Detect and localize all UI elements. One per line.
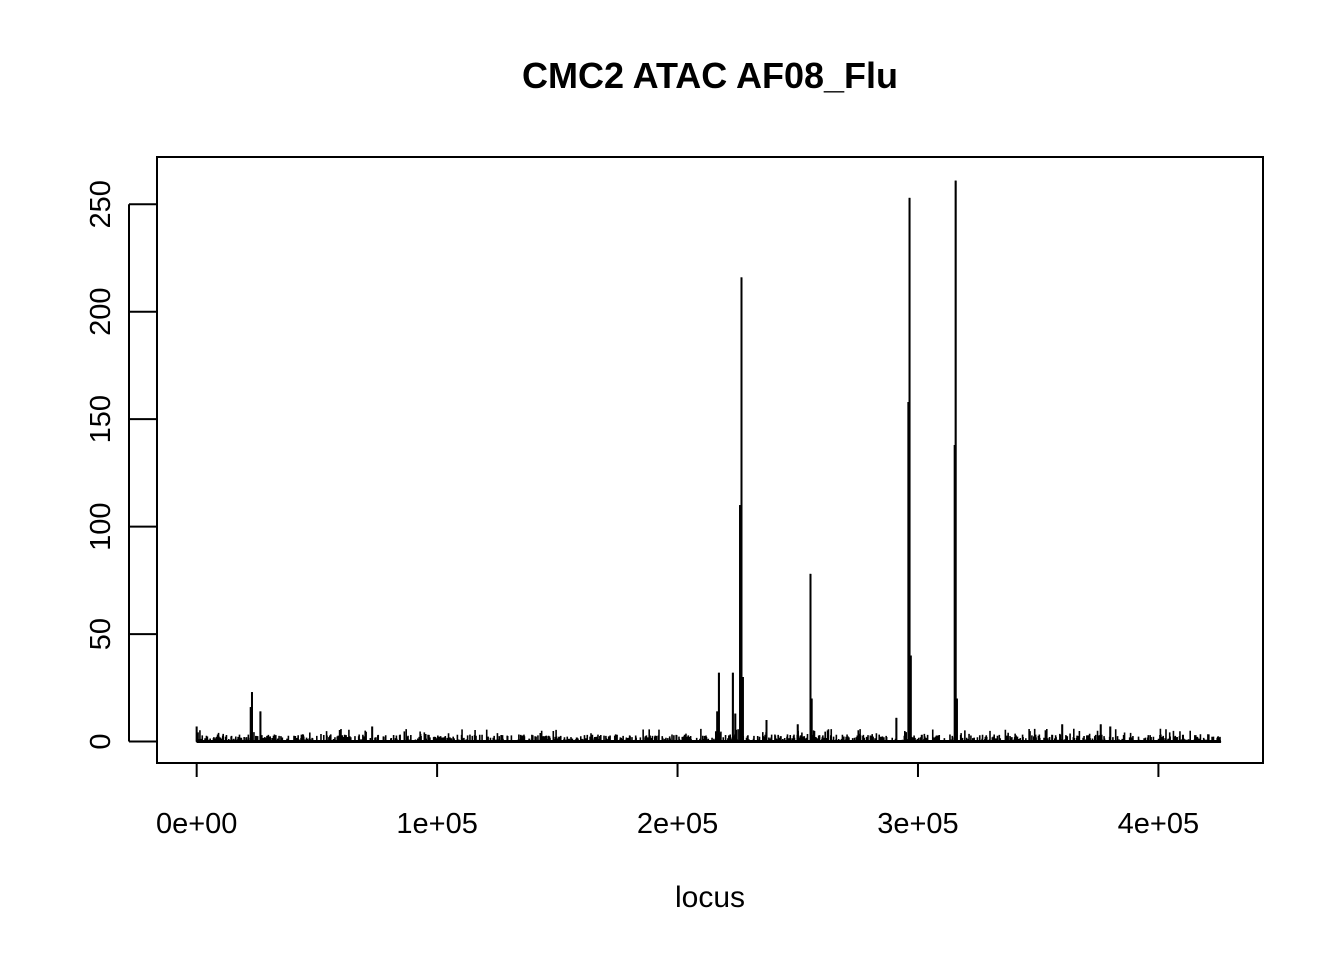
- y-tick-label: 50: [85, 618, 117, 650]
- x-tick-label: 1e+05: [396, 808, 477, 840]
- x-tick-label: 3e+05: [877, 808, 958, 840]
- y-tick-label: 150: [85, 395, 117, 443]
- x-axis: 0e+00 1e+05 2e+05 3e+05 4e+05: [156, 762, 1199, 840]
- series-line: [195, 180, 1222, 743]
- x-tick-label: 0e+00: [156, 808, 237, 840]
- x-tick-label: 4e+05: [1118, 808, 1199, 840]
- y-axis: 0 50 100 150 200 250: [85, 180, 157, 750]
- x-axis-label: locus: [674, 881, 746, 914]
- plot-box: [156, 156, 1264, 764]
- series-layer: [195, 180, 1222, 744]
- y-tick-label: 100: [85, 502, 117, 550]
- y-tick-label: 200: [85, 288, 117, 336]
- y-tick-label: 0: [85, 733, 117, 749]
- x-tick-label: 2e+05: [637, 808, 718, 840]
- chart-title: CMC2 ATAC AF08_Flu: [521, 55, 898, 96]
- y-tick-label: 250: [85, 180, 117, 228]
